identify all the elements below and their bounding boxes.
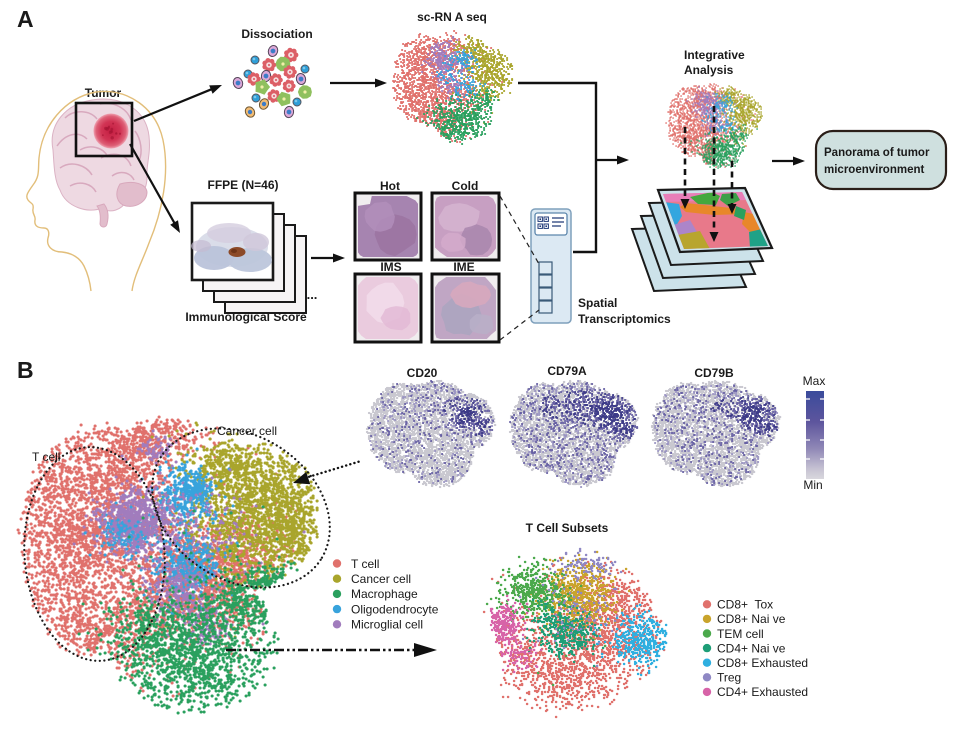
- svg-text:Tumor: Tumor: [85, 86, 122, 100]
- svg-text:Immunological Score: Immunological Score: [185, 310, 307, 324]
- svg-text:Cold: Cold: [452, 179, 479, 193]
- svg-text:sc-RN A seq: sc-RN A seq: [417, 10, 487, 24]
- svg-text:Cancer cell: Cancer cell: [351, 572, 411, 586]
- svg-text:Macrophage: Macrophage: [351, 587, 418, 601]
- svg-text:CD79A: CD79A: [547, 364, 587, 378]
- svg-text:Min: Min: [803, 478, 822, 492]
- svg-text:CD8+ Nai ve: CD8+ Nai ve: [717, 612, 786, 626]
- svg-text:T cell: T cell: [32, 450, 60, 464]
- svg-text:T cell: T cell: [351, 557, 379, 571]
- svg-text:Cancer cell: Cancer cell: [217, 424, 277, 438]
- svg-text:A: A: [17, 6, 34, 32]
- svg-text:CD8+ Tox: CD8+ Tox: [717, 598, 773, 612]
- svg-text:Integrative: Integrative: [684, 48, 745, 62]
- svg-text:Dissociation: Dissociation: [241, 27, 312, 41]
- svg-text:Transcriptomics: Transcriptomics: [578, 312, 671, 326]
- svg-text:Treg: Treg: [717, 671, 741, 685]
- svg-text:TEM cell: TEM cell: [717, 627, 764, 641]
- svg-text:Analysis: Analysis: [684, 63, 734, 77]
- svg-text:T Cell Subsets: T Cell Subsets: [526, 521, 609, 535]
- svg-text:IMS: IMS: [380, 260, 401, 274]
- svg-text:Max: Max: [803, 374, 826, 388]
- svg-text:B: B: [17, 357, 34, 383]
- svg-text:CD20: CD20: [407, 366, 438, 380]
- svg-text:Hot: Hot: [380, 179, 400, 193]
- svg-text:FFPE (N=46): FFPE (N=46): [207, 178, 278, 192]
- svg-text:CD79B: CD79B: [694, 366, 734, 380]
- svg-text:Spatial: Spatial: [578, 296, 617, 310]
- svg-text:CD8+ Exhausted: CD8+ Exhausted: [717, 656, 808, 670]
- svg-text:IME: IME: [453, 260, 474, 274]
- svg-text:CD4+ Exhausted: CD4+ Exhausted: [717, 685, 808, 699]
- svg-text:CD4+ Nai ve: CD4+ Nai ve: [717, 641, 786, 655]
- svg-text:...: ...: [307, 287, 318, 302]
- svg-text:Panorama of tumor: Panorama of tumor: [824, 147, 930, 159]
- svg-text:Oligodendrocyte: Oligodendrocyte: [351, 602, 439, 616]
- svg-text:Microglial cell: Microglial cell: [351, 618, 423, 632]
- svg-text:microenvironment: microenvironment: [824, 164, 924, 176]
